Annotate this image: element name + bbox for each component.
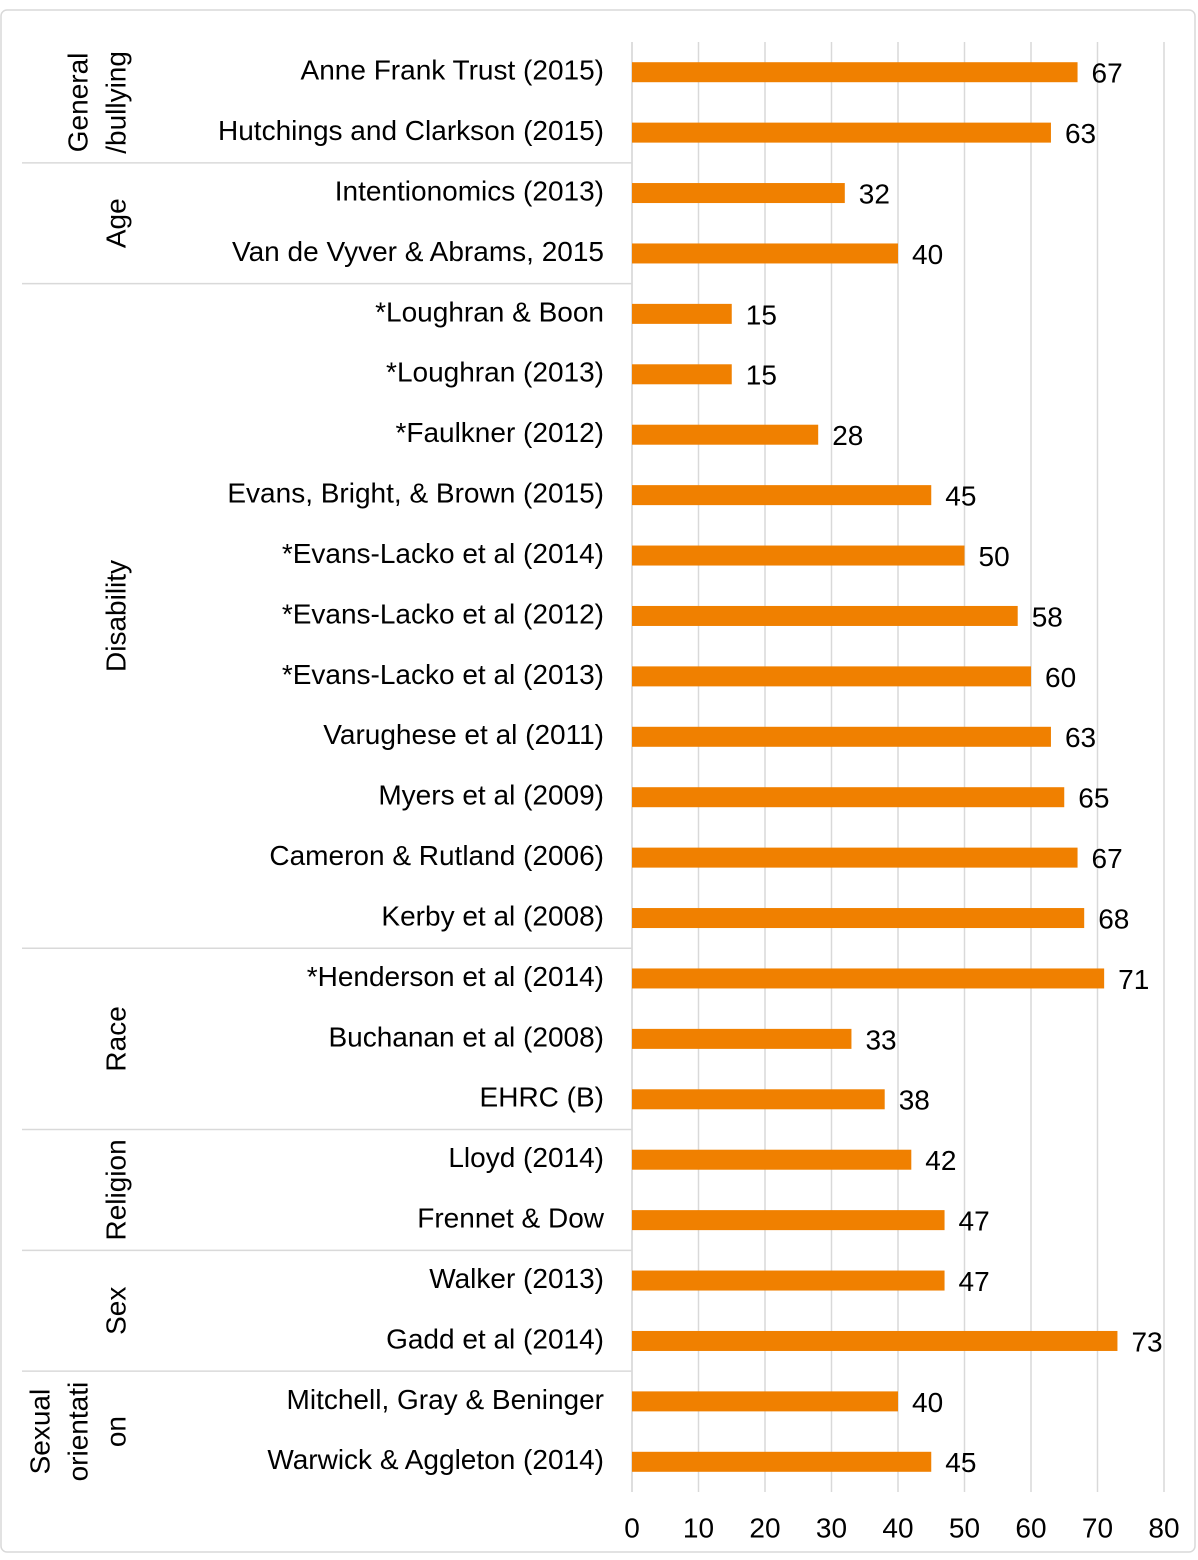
y-tick-label: Myers et al (2009) xyxy=(378,780,604,811)
bar xyxy=(632,726,1051,747)
y-tick-label: Lloyd (2014) xyxy=(448,1142,604,1173)
x-tick-label: 80 xyxy=(1148,1512,1179,1543)
data-label: 28 xyxy=(832,420,863,451)
x-tick-label: 40 xyxy=(882,1512,913,1543)
y-tick-label: Gadd et al (2014) xyxy=(386,1323,604,1354)
data-label: 68 xyxy=(1098,903,1129,934)
data-label: 42 xyxy=(925,1145,956,1176)
x-tick-label: 60 xyxy=(1015,1512,1046,1543)
y-tick-label: Anne Frank Trust (2015) xyxy=(301,55,604,86)
x-tick-label: 30 xyxy=(816,1512,847,1543)
y-tick-label: *Loughran (2013) xyxy=(386,357,604,388)
data-label: 63 xyxy=(1065,118,1096,149)
x-tick-label: 50 xyxy=(949,1512,980,1543)
bar xyxy=(632,847,1078,868)
y-tick-label: *Faulkner (2012) xyxy=(395,417,604,448)
group-label: Religion xyxy=(100,1139,131,1240)
bar xyxy=(632,1270,945,1291)
bar xyxy=(632,303,732,324)
group-label: orientati xyxy=(62,1382,93,1482)
y-tick-label: Buchanan et al (2008) xyxy=(328,1021,604,1052)
y-tick-label: *Evans-Lacko et al (2012) xyxy=(282,598,604,629)
y-tick-label: Kerby et al (2008) xyxy=(381,900,604,931)
data-label: 63 xyxy=(1065,722,1096,753)
bar xyxy=(632,787,1065,808)
x-tick-label: 70 xyxy=(1082,1512,1113,1543)
y-tick-label: *Evans-Lacko et al (2014) xyxy=(282,538,604,569)
data-label: 73 xyxy=(1131,1326,1162,1357)
data-label: 47 xyxy=(959,1206,990,1237)
data-label: 15 xyxy=(746,299,777,330)
bar xyxy=(632,1210,945,1231)
data-label: 32 xyxy=(859,178,890,209)
x-tick-label: 0 xyxy=(624,1512,640,1543)
bar xyxy=(632,1391,898,1412)
group-label: Age xyxy=(100,198,131,248)
y-tick-label: Cameron & Rutland (2006) xyxy=(269,840,604,871)
bar xyxy=(632,1330,1118,1351)
bar xyxy=(632,183,845,204)
y-tick-label: Frennet & Dow xyxy=(417,1203,605,1234)
data-label: 45 xyxy=(945,1447,976,1478)
data-label: 71 xyxy=(1118,964,1149,995)
bar xyxy=(632,968,1105,989)
data-label: 58 xyxy=(1032,601,1063,632)
bar xyxy=(632,1089,885,1110)
bar xyxy=(632,364,732,385)
bar xyxy=(632,424,819,445)
y-tick-label: Hutchings and Clarkson (2015) xyxy=(218,115,604,146)
bar xyxy=(632,1028,852,1049)
y-tick-label: EHRC (B) xyxy=(480,1082,604,1113)
y-tick-label: Walker (2013) xyxy=(429,1263,604,1294)
data-label: 38 xyxy=(899,1085,930,1116)
bar xyxy=(632,666,1031,687)
bar xyxy=(632,605,1018,626)
y-tick-label: Mitchell, Gray & Beninger xyxy=(287,1384,604,1415)
y-tick-label: *Henderson et al (2014) xyxy=(307,961,604,992)
group-label: Sex xyxy=(100,1287,131,1335)
chart-frame xyxy=(0,9,1196,1553)
group-label: General xyxy=(62,53,93,153)
data-label: 67 xyxy=(1092,58,1123,89)
data-label: 40 xyxy=(912,1387,943,1418)
group-label: Sexual xyxy=(24,1389,55,1475)
y-tick-label: *Loughran & Boon xyxy=(375,296,604,327)
data-label: 15 xyxy=(746,360,777,391)
group-label: /bullying xyxy=(100,51,131,154)
data-label: 40 xyxy=(912,239,943,270)
bar xyxy=(632,122,1051,143)
group-label: Disability xyxy=(100,560,131,672)
data-label: 60 xyxy=(1045,662,1076,693)
data-label: 50 xyxy=(979,541,1010,572)
data-label: 65 xyxy=(1078,783,1109,814)
data-label: 45 xyxy=(945,481,976,512)
bar xyxy=(632,1149,912,1170)
bar xyxy=(632,62,1078,83)
data-label: 67 xyxy=(1092,843,1123,874)
y-tick-label: Varughese et al (2011) xyxy=(323,719,604,750)
bar xyxy=(632,545,965,566)
y-tick-label: Warwick & Aggleton (2014) xyxy=(267,1444,604,1475)
bar xyxy=(632,1451,932,1472)
y-tick-label: Intentionomics (2013) xyxy=(335,175,604,206)
group-label: on xyxy=(100,1416,131,1447)
x-tick-label: 10 xyxy=(683,1512,714,1543)
bar xyxy=(632,485,932,506)
y-tick-label: Evans, Bright, & Brown (2015) xyxy=(227,478,604,509)
data-label: 33 xyxy=(865,1024,896,1055)
y-tick-label: Van de Vyver & Abrams, 2015 xyxy=(232,236,604,267)
bar xyxy=(632,243,898,264)
y-tick-label: *Evans-Lacko et al (2013) xyxy=(282,659,604,690)
group-label: Race xyxy=(100,1006,131,1071)
bar xyxy=(632,908,1085,929)
data-label: 47 xyxy=(959,1266,990,1297)
x-tick-label: 20 xyxy=(749,1512,780,1543)
